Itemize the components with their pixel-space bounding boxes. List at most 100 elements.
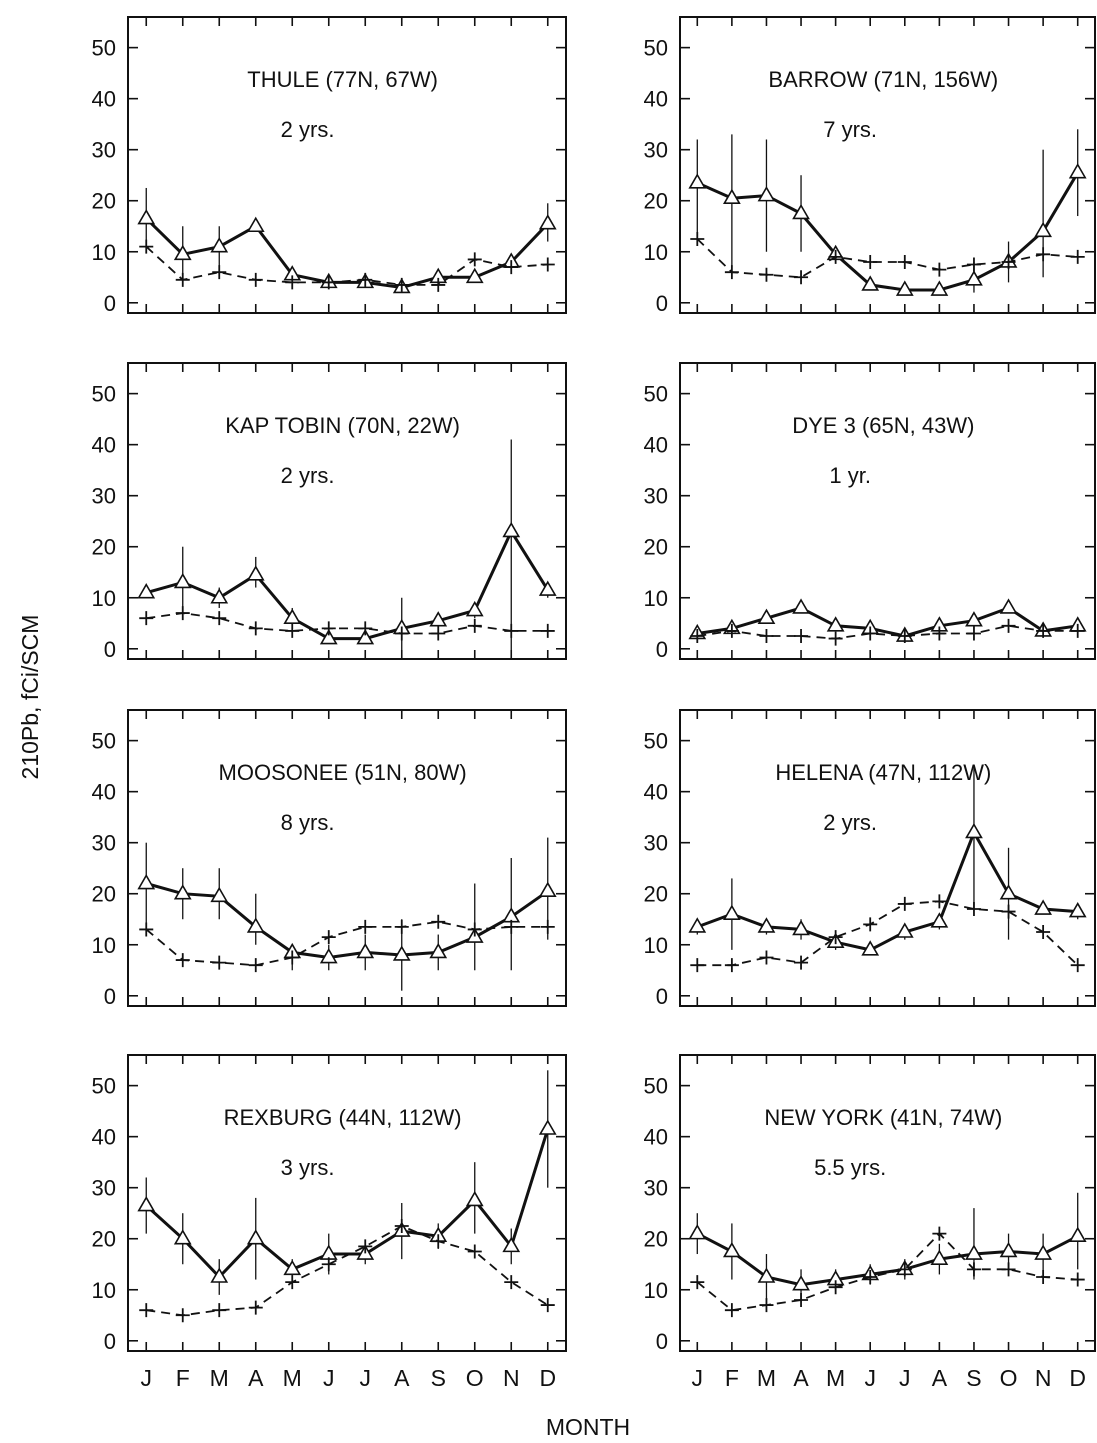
plus-marker — [1070, 623, 1085, 638]
plot-area — [137, 439, 557, 654]
y-tick-label: 50 — [644, 729, 668, 754]
plus-marker — [467, 922, 482, 937]
plot-area — [688, 129, 1087, 296]
plus-marker — [358, 919, 373, 934]
y-tick-label: 50 — [92, 1074, 116, 1099]
triangle-marker — [1034, 899, 1053, 915]
y-tick-label: 10 — [92, 933, 116, 958]
plus-marker — [794, 955, 809, 970]
plus-marker — [285, 275, 300, 290]
triangle-marker — [965, 1244, 983, 1260]
panel-subtitle: 5.5 yrs. — [814, 1155, 886, 1180]
triangle-marker — [210, 1267, 229, 1283]
x-tick-label: A — [248, 1365, 264, 1391]
plus-marker — [794, 629, 809, 644]
plus-marker — [248, 1300, 263, 1315]
x-axis-title: MONTH — [546, 1414, 630, 1440]
triangle-marker — [246, 1229, 265, 1245]
plus-marker — [759, 629, 774, 644]
plus-marker — [540, 257, 555, 272]
y-tick-label: 20 — [644, 535, 668, 560]
series-line-solid — [696, 828, 1078, 952]
triangle-marker — [502, 521, 521, 538]
plus-marker — [690, 232, 705, 246]
plus-marker — [212, 1303, 227, 1318]
plus-marker — [467, 1244, 482, 1259]
triangle-marker — [283, 1259, 302, 1276]
panel-title: NEW YORK (41N, 74W) — [764, 1105, 1002, 1130]
y-tick-label: 50 — [92, 36, 116, 61]
triangle-marker — [792, 598, 810, 614]
plus-marker — [932, 1226, 947, 1241]
y-tick-label: 0 — [656, 637, 668, 662]
x-tick-label: A — [932, 1365, 948, 1391]
panel-subtitle: 2 yrs. — [823, 810, 877, 835]
plot-area — [688, 1192, 1087, 1318]
plus-marker — [358, 621, 373, 636]
panel-subtitle: 7 yrs. — [823, 117, 877, 142]
y-tick-label: 30 — [644, 1176, 668, 1201]
triangle-marker — [688, 1224, 707, 1240]
plus-marker — [724, 958, 739, 973]
plus-marker — [1036, 623, 1051, 638]
plot-frame — [127, 1054, 567, 1352]
triangle-marker — [930, 912, 949, 928]
plus-marker — [1001, 254, 1016, 269]
y-tick-label: 30 — [644, 484, 668, 509]
plus-marker — [504, 623, 519, 638]
triangle-marker — [465, 1190, 484, 1207]
triangle-marker — [792, 203, 810, 220]
triangle-marker — [722, 904, 741, 920]
y-tick-label: 50 — [92, 729, 116, 754]
y-tick-label: 30 — [92, 138, 116, 163]
y-axis-title: 210Pb, fCi/SCM — [17, 615, 43, 780]
plus-marker — [828, 930, 843, 945]
triangle-marker — [319, 628, 338, 645]
x-tick-label: M — [826, 1365, 845, 1391]
triangle-marker — [965, 611, 983, 627]
y-tick-label: 20 — [644, 1227, 668, 1252]
y-tick-label: 0 — [104, 291, 116, 316]
triangle-marker — [356, 942, 375, 959]
x-tick-label: J — [864, 1365, 876, 1391]
plus-marker — [139, 922, 154, 937]
plus-marker — [212, 265, 227, 280]
plus-marker — [1070, 1272, 1085, 1287]
triangle-marker — [1034, 221, 1053, 238]
plus-marker — [759, 950, 774, 965]
y-tick-label: 20 — [92, 535, 116, 560]
triangle-marker — [173, 884, 192, 900]
triangle-marker — [173, 1229, 192, 1245]
panel-title: THULE (77N, 67W) — [247, 67, 438, 92]
triangle-marker — [895, 922, 914, 938]
y-tick-label: 40 — [92, 1125, 116, 1150]
plus-marker — [966, 257, 981, 272]
triangle-marker — [757, 608, 776, 624]
y-tick-label: 40 — [644, 87, 668, 112]
triangle-marker — [246, 216, 265, 233]
triangle-marker — [930, 280, 949, 296]
plot-frame — [679, 16, 1096, 314]
plus-marker — [1001, 618, 1016, 633]
triangle-marker — [757, 917, 776, 933]
triangle-marker — [999, 598, 1018, 614]
plus-marker — [321, 1257, 336, 1272]
series-line-solid — [145, 528, 550, 641]
plus-marker — [467, 252, 482, 267]
plus-marker — [1001, 904, 1016, 919]
triangle-marker — [861, 940, 880, 956]
plus-marker — [863, 626, 878, 641]
triangle-marker — [283, 608, 302, 624]
triangle-marker — [688, 917, 707, 933]
triangle-marker — [1068, 901, 1087, 918]
plus-marker — [467, 618, 482, 633]
triangle-marker — [210, 588, 229, 604]
plus-marker — [248, 621, 263, 636]
plus-marker — [932, 626, 947, 641]
series-line-dashed — [146, 612, 548, 635]
plus-marker — [1036, 925, 1051, 939]
plus-marker — [690, 629, 705, 644]
